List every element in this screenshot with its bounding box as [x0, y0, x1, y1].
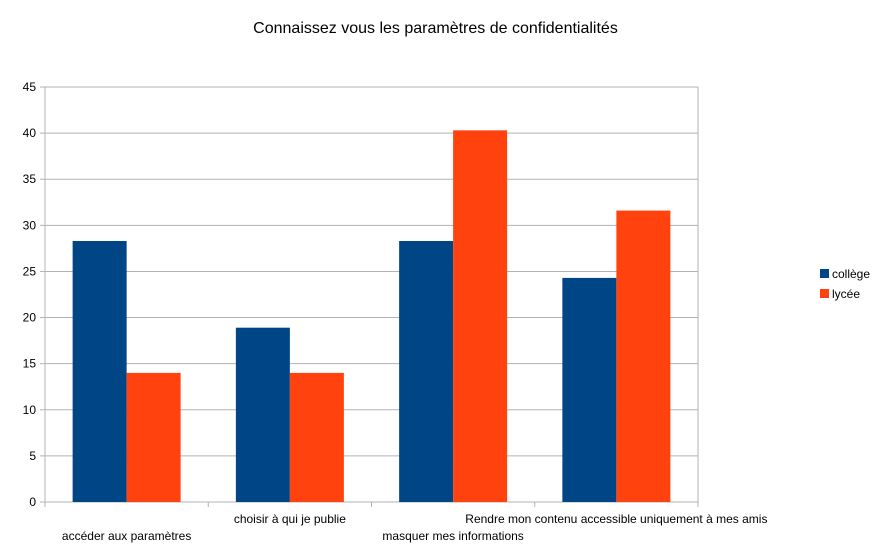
y-tick-label: 0	[29, 495, 36, 509]
legend-swatch	[820, 269, 829, 278]
y-tick-label: 5	[29, 449, 36, 463]
bar-lycee	[453, 130, 508, 502]
legend-swatch	[820, 289, 829, 298]
bar-college	[235, 327, 290, 502]
y-tick-label: 45	[23, 80, 37, 94]
chart-title: Connaissez vous les paramètres de confid…	[253, 20, 618, 37]
y-tick-label: 30	[23, 218, 37, 232]
x-category-label: accéder aux paramètres	[62, 529, 191, 543]
bar-college	[562, 277, 617, 502]
axes: 0 5 10 15 20 25 30 35 40 45 accéder aux paramètres…	[23, 80, 768, 543]
bar-lycee	[289, 372, 344, 502]
legend-label: collège	[832, 267, 870, 281]
legend-label: lycée	[832, 287, 860, 301]
bar-lycee	[616, 210, 671, 503]
y-tick-label: 40	[23, 126, 37, 140]
bar-college	[72, 241, 127, 502]
bars	[72, 130, 671, 503]
y-tick-label: 20	[23, 311, 37, 325]
x-category-label: masquer mes informations	[382, 529, 523, 543]
y-tick-label: 15	[23, 357, 37, 371]
y-tick-label: 25	[23, 264, 37, 278]
x-category-label: choisir à qui je publie	[234, 512, 346, 526]
y-tick-label: 35	[23, 172, 37, 186]
bar-lycee	[126, 372, 181, 502]
y-tick-label: 10	[23, 403, 37, 417]
x-category-label: Rendre mon contenu accessible uniquement…	[465, 512, 767, 526]
legend: collège lycée	[820, 267, 870, 301]
bar-college	[399, 241, 454, 502]
